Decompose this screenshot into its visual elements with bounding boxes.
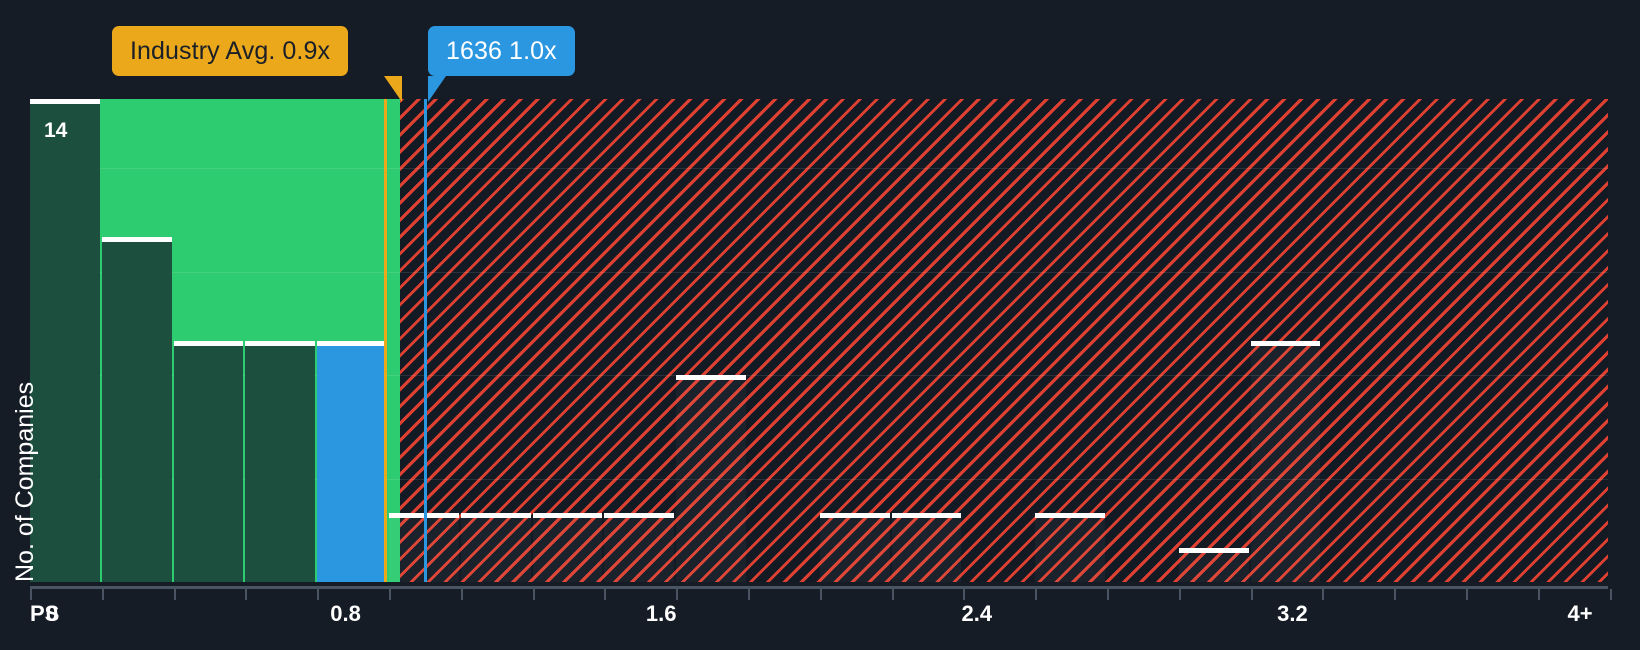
bar-cap: [819, 513, 890, 518]
bar-cap: [1250, 340, 1321, 346]
bar-cap: [101, 237, 172, 242]
x-axis-tick: [1394, 589, 1397, 600]
bar-cap: [245, 340, 316, 346]
x-axis-tick: [1322, 589, 1325, 600]
x-axis-tick: [101, 589, 104, 600]
histogram-bar[interactable]: [460, 513, 531, 582]
x-axis-tick: [317, 589, 320, 600]
x-axis-tick: [460, 589, 463, 600]
plot-area: [30, 99, 1608, 582]
x-axis-tick: [604, 589, 607, 600]
x-axis-tick: [819, 589, 822, 600]
x-axis-tick: [1107, 589, 1109, 600]
overvalued-hatch-pattern: [400, 99, 1608, 582]
y-axis-title: No. of Companies: [11, 381, 39, 582]
histogram-bar[interactable]: [1178, 547, 1249, 583]
x-axis-tick-label: 0.8: [330, 601, 361, 626]
bar-cap: [1035, 513, 1105, 518]
x-axis-tick: [1466, 589, 1468, 600]
x-axis-tick: [676, 589, 679, 600]
bar-cap: [173, 340, 244, 346]
x-axis-tick: [1609, 589, 1612, 600]
gridline: [30, 168, 1608, 169]
x-axis-tick: [1035, 589, 1038, 600]
gridline: [30, 271, 1608, 273]
x-axis-tick-label: 3.2: [1277, 601, 1308, 626]
histogram-bar[interactable]: [173, 340, 244, 582]
x-axis-line: [30, 586, 1608, 589]
histogram-bar[interactable]: [1250, 340, 1321, 583]
x-axis-tick: [1250, 589, 1253, 600]
histogram-bar[interactable]: [819, 513, 890, 582]
histogram-bar[interactable]: [891, 513, 962, 582]
bar-cap: [30, 99, 100, 104]
company-marker-callout-tail: [428, 76, 446, 102]
x-axis-title: PS: [30, 601, 60, 626]
industry-average-callout-tail: [384, 76, 402, 102]
bar-cap: [1178, 547, 1249, 553]
gridline: [30, 478, 1608, 480]
bar-cap: [604, 513, 675, 518]
bar-cap: [891, 513, 962, 518]
histogram-bar[interactable]: [30, 99, 100, 582]
x-axis-tick: [748, 589, 750, 600]
x-axis-tick-label: 4+: [1567, 601, 1593, 626]
x-axis-tick-label: 0: [45, 601, 59, 626]
gridline: [30, 375, 1608, 376]
x-axis-tick: [30, 589, 32, 600]
histogram-bar[interactable]: [317, 340, 387, 582]
x-axis-tick: [963, 589, 966, 600]
x-axis-tick: [1537, 589, 1540, 600]
x-axis-tick: [245, 589, 248, 600]
x-axis-tick: [389, 589, 391, 600]
histogram-bar[interactable]: [532, 513, 603, 582]
histogram-bar[interactable]: [676, 375, 746, 582]
bar-cap: [460, 513, 531, 518]
x-axis-tick-label: 2.4: [961, 601, 993, 626]
company-marker-line: [423, 99, 427, 582]
histogram-bar[interactable]: [1035, 513, 1105, 582]
bar-cap: [317, 340, 387, 346]
company-marker-callout[interactable]: 1636 1.0x: [428, 26, 575, 76]
x-axis-tick: [173, 589, 176, 600]
x-axis-tick-label: 1.6: [645, 601, 677, 626]
industry-average-callout[interactable]: Industry Avg. 0.9x: [112, 26, 349, 76]
x-axis-tick: [891, 589, 894, 600]
histogram-bar[interactable]: [101, 237, 172, 582]
y-axis-max-label: 14: [44, 119, 68, 142]
industry-average-line: [384, 99, 388, 582]
x-axis-tick: [1178, 589, 1181, 600]
bar-cap: [676, 375, 746, 380]
histogram-bar[interactable]: [604, 513, 675, 582]
histogram-bar[interactable]: [245, 340, 316, 582]
x-axis-tick: [532, 589, 535, 600]
bar-cap: [532, 513, 603, 518]
